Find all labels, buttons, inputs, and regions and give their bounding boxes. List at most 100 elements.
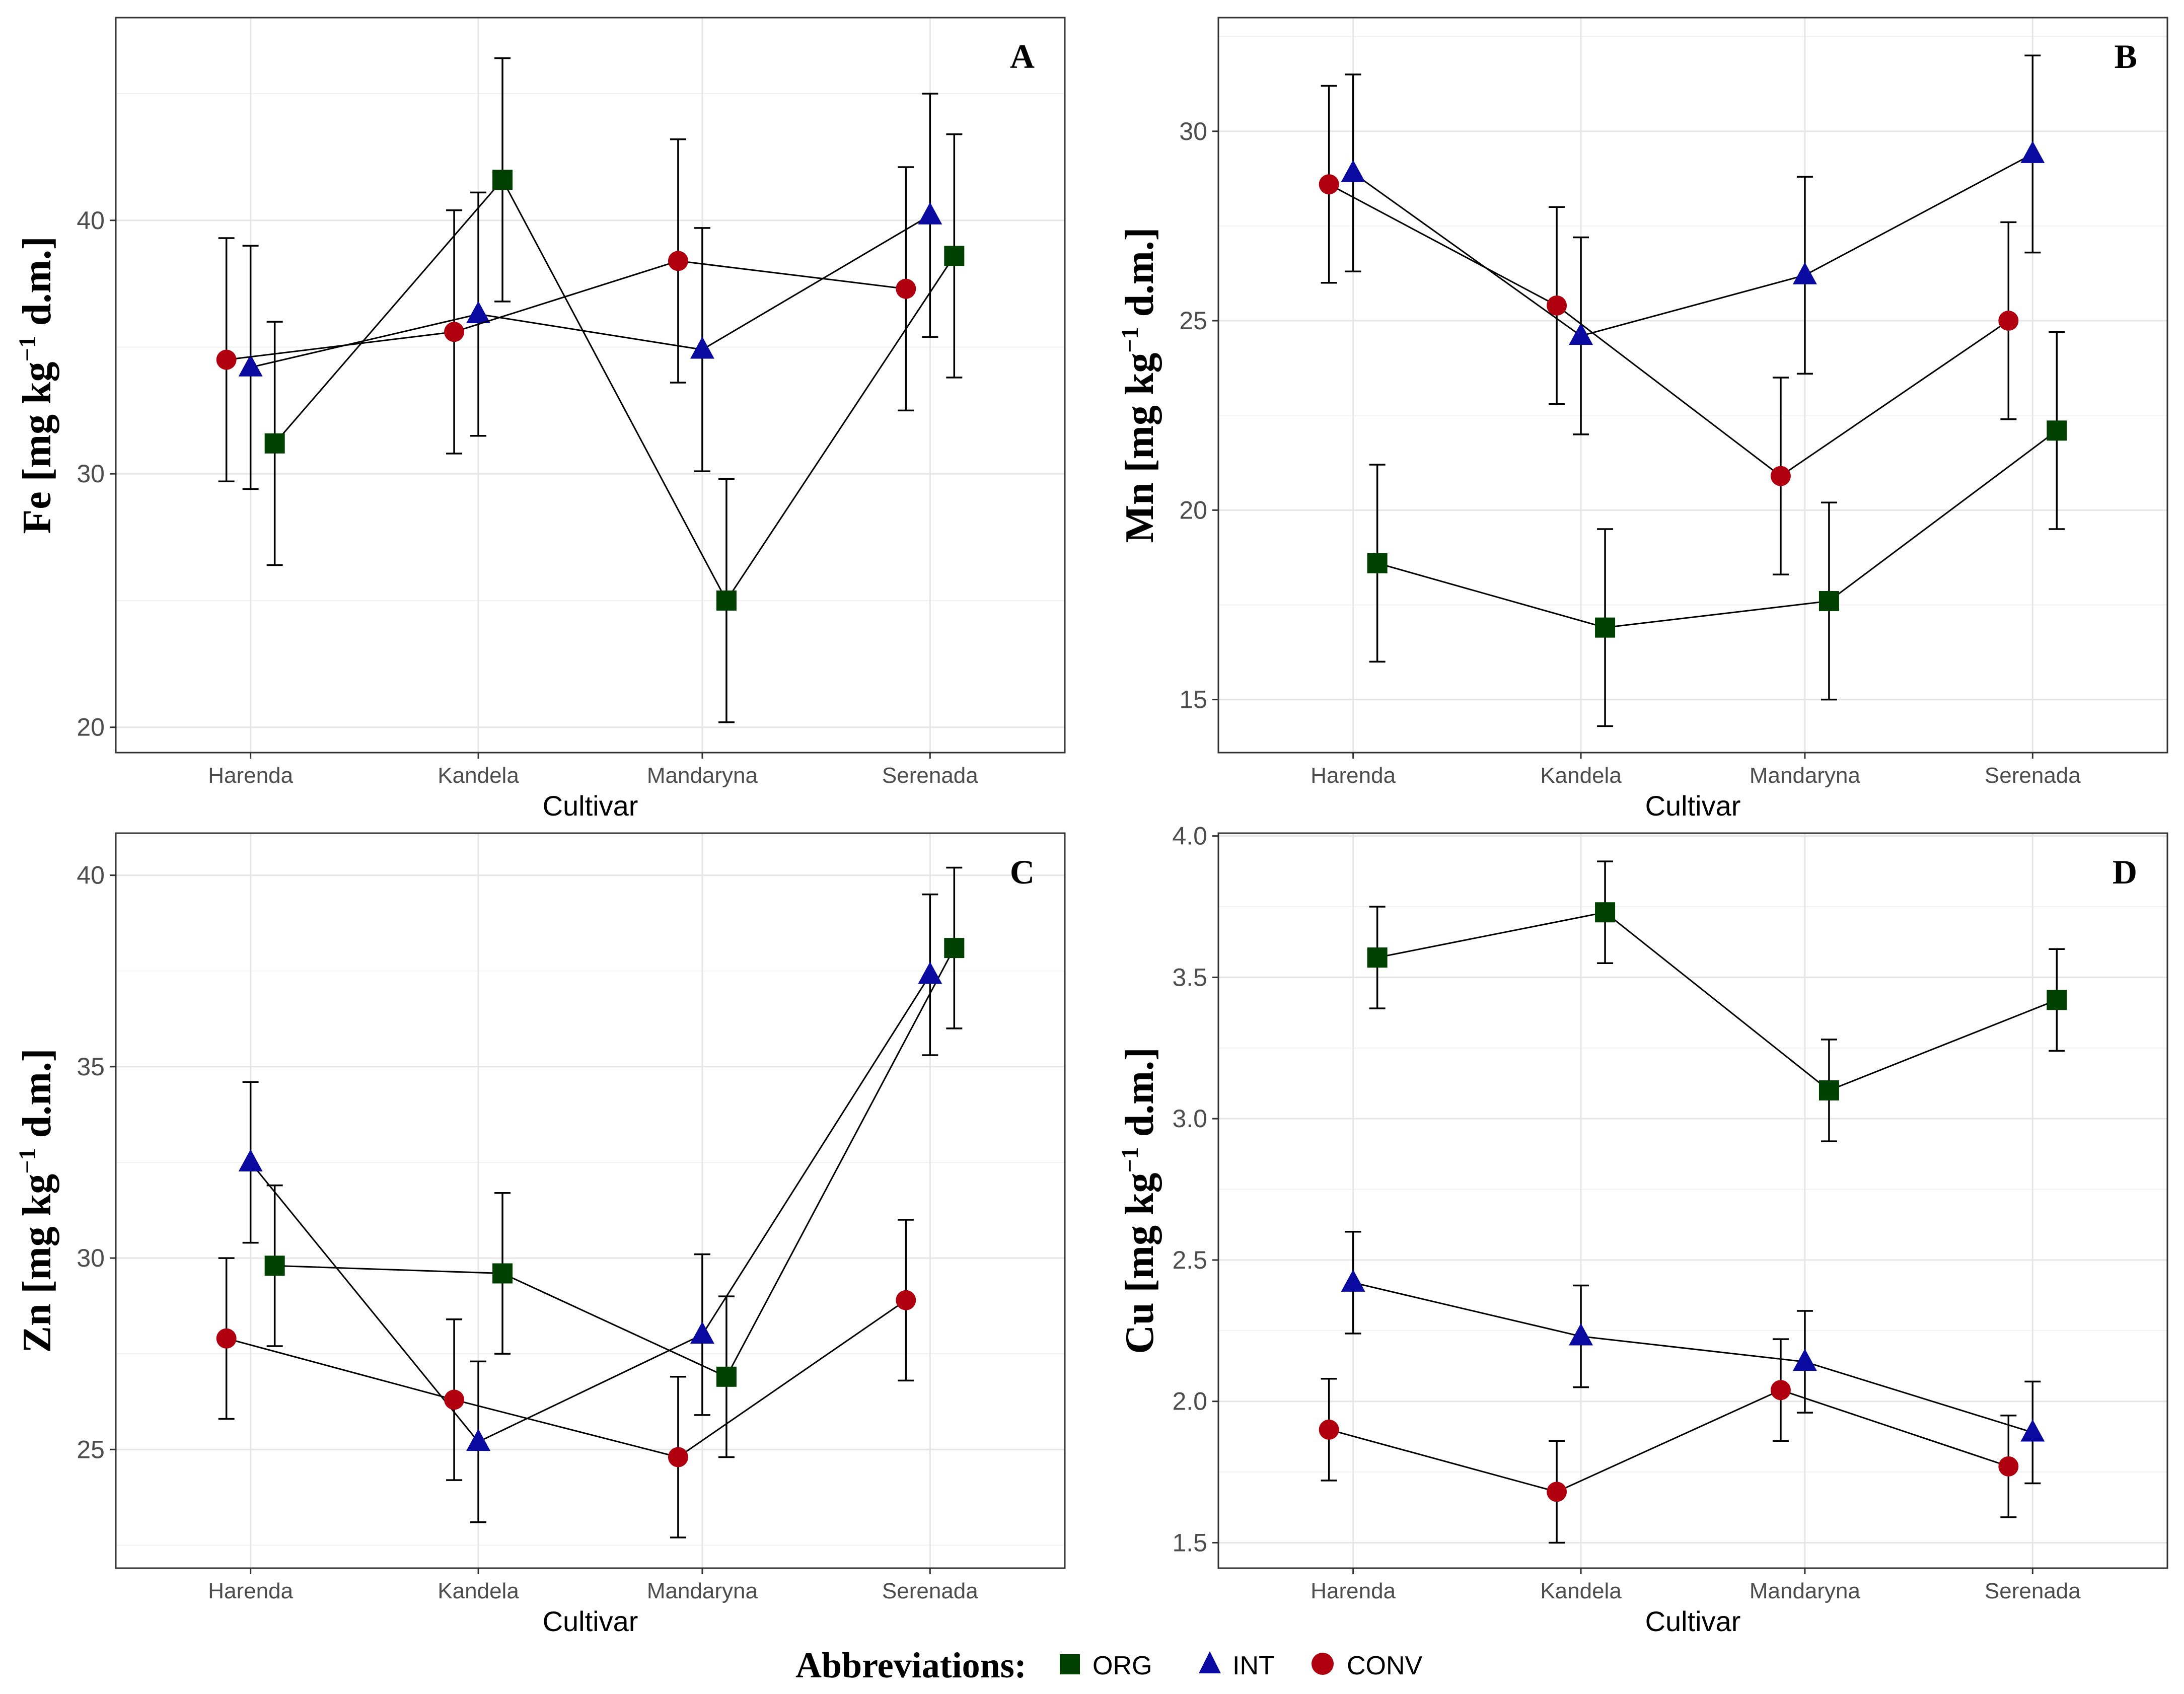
series-line [1352,153,2033,337]
x-tick-label: Mandaryna [1750,763,1861,788]
legend-org-label: ORG [1093,1651,1152,1680]
data-point-triangle [1792,262,1817,284]
y-tick-label: 20 [1179,496,1207,524]
data-point-circle [1547,295,1567,316]
y-axis-title: Mn [mg kg−1 d.m.] [1117,228,1162,543]
x-tick-label: Serenada [882,1579,978,1603]
legend-title: Abbreviations: [795,1645,1027,1685]
panels: 20 30 40 Harenda Kandela Mandaryna Serenada Cul… [14,17,2168,1637]
data-point-circle [668,251,688,271]
data-point-circle [1770,1380,1791,1401]
data-point-square [944,938,965,959]
y-tick-label: 20 [77,713,105,742]
y-tick-label: 4.0 [1172,822,1207,850]
x-tick-label: Mandaryna [647,763,758,788]
data-point-square [716,1366,737,1387]
series-org [264,866,965,1458]
data-point-square [1367,553,1388,573]
plot-area [1218,18,2167,753]
data-point-triangle [918,962,942,984]
y-tick-label: 3.5 [1172,963,1207,991]
y-tick-label: 1.5 [1172,1528,1207,1557]
series-line [1377,911,2057,1091]
chart-panel-d: 1.5 2.0 2.5 3.0 3.5 4.0 Harenda Kandela Mandaryn… [1117,822,2168,1637]
data-point-square [1367,947,1388,968]
legend: Abbreviations: ORG INT CONV [795,1645,1423,1685]
y-tick-label: 35 [77,1053,105,1081]
series-line [1353,1282,2033,1433]
data-point-triangle [918,202,942,225]
series-line [274,178,955,602]
data-point-circle [896,278,916,299]
series-conv [216,1219,916,1538]
data-point-square [944,246,965,266]
y-tick-label: 40 [77,206,105,235]
series-org [1367,331,2067,727]
series-int [238,893,942,1523]
chart-panel-b: 15 20 25 30 Harenda Kandela Mandaryna Serenada C… [1117,17,2168,822]
series-line [250,974,931,1443]
y-axis-title: Cu [mg kg−1 d.m.] [1117,1047,1162,1354]
legend-int-label: INT [1232,1651,1275,1680]
panel-border [115,17,1066,754]
x-axis-title: Cultivar [1645,790,1741,822]
y-tick-label: 25 [77,1435,105,1463]
data-point-square [1818,591,1839,611]
series-line [226,260,906,361]
series-conv [216,138,916,483]
data-point-circle [444,322,465,342]
data-point-square [492,1263,513,1284]
data-point-square [716,590,737,611]
y-axis-title: Fe [mg kg−1 d.m.] [14,236,59,534]
panel-border [1217,832,2168,1569]
x-axis-title: Cultivar [543,1605,638,1637]
data-point-square [264,433,285,454]
x-axis-title: Cultivar [1645,1605,1741,1637]
plot-area [116,833,1065,1568]
data-point-triangle [2020,140,2045,163]
series-int [1341,54,2045,435]
series-int [1341,1231,2045,1485]
series-conv [1319,85,2019,576]
data-point-circle [1998,311,2019,331]
series-conv [1319,1338,2019,1544]
series-org [1367,860,2067,1142]
panel-letter: A [1010,37,1035,76]
data-point-triangle [466,301,491,324]
legend-conv-swatch [1312,1653,1334,1675]
y-tick-label: 30 [77,1244,105,1272]
data-point-circle [668,1447,688,1467]
y-axis-title: Zn [mg kg−1 d.m.] [14,1049,59,1353]
data-point-circle [216,1328,237,1349]
plot-area [1218,833,2167,1568]
data-point-circle [444,1389,465,1410]
x-tick-label: Serenada [1985,1579,2081,1603]
series-line [1377,430,2058,629]
chart-panel-c: 25 30 35 40 Harenda Kandela Mandaryna Serenada C… [14,832,1066,1637]
data-point-triangle [1569,1323,1593,1346]
panel-letter: B [2115,37,2137,76]
x-tick-label: Kandela [438,763,519,788]
x-tick-label: Harenda [1311,1579,1396,1603]
data-point-triangle [1341,160,1365,182]
x-axis-title: Cultivar [543,790,638,822]
legend-int-swatch [1199,1651,1221,1673]
series-int [238,93,942,490]
data-point-circle [216,349,237,370]
data-point-triangle [2020,1419,2045,1442]
y-tick-label: 3.0 [1172,1104,1207,1133]
data-point-triangle [690,336,714,359]
x-tick-label: Mandaryna [1750,1579,1861,1603]
data-point-square [1595,902,1616,923]
x-tick-label: Kandela [1540,763,1622,788]
series-line [226,1299,907,1458]
data-point-triangle [1341,1269,1365,1292]
x-tick-label: Harenda [208,763,293,788]
y-tick-label: 2.0 [1172,1387,1207,1416]
data-point-square [492,170,513,190]
x-tick-label: Kandela [438,1579,519,1603]
data-point-circle [896,1290,916,1310]
panel-border [1217,17,2168,754]
panel-letter: D [2113,853,2137,891]
